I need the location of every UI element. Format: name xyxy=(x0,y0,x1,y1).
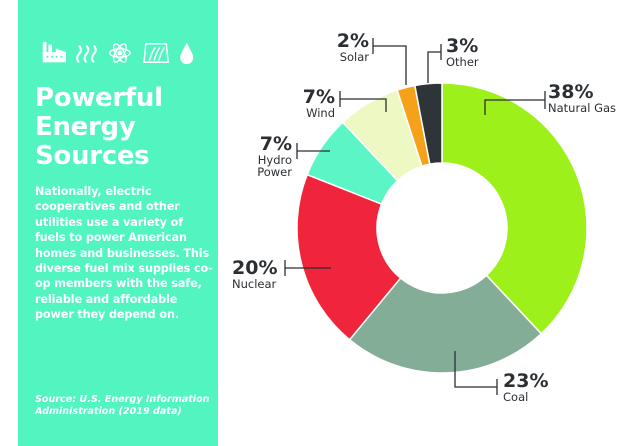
info-panel xyxy=(18,0,218,446)
name: Natural Gas xyxy=(548,101,617,115)
label-other: 3% Other xyxy=(446,35,479,69)
title-line: Powerful xyxy=(35,83,163,113)
slice-nuclear xyxy=(296,173,402,341)
factory-icon xyxy=(42,41,66,63)
slice-other xyxy=(413,82,443,166)
label-coal: 23% Coal xyxy=(503,370,549,404)
label-natural-gas: 38% Natural Gas xyxy=(548,81,617,115)
dam-icon xyxy=(143,42,169,64)
water-drop-icon xyxy=(180,42,194,65)
label-solar: 2% Solar xyxy=(325,30,369,64)
name: Solar xyxy=(339,50,369,64)
leader-solar xyxy=(373,45,407,85)
title-line: Sources xyxy=(35,141,150,171)
pct: 7% xyxy=(302,86,335,108)
atom-icon xyxy=(108,43,131,63)
pct: 3% xyxy=(446,35,479,57)
label-wind: 7% Wind xyxy=(290,86,335,120)
heat-waves-icon xyxy=(76,44,97,64)
pct: 38% xyxy=(548,81,594,103)
leader-other xyxy=(427,51,441,83)
source-note: Source: U.S. Energy Information Administ… xyxy=(35,394,210,417)
pct: 7% xyxy=(259,133,292,155)
page-title: Powerful Energy Sources xyxy=(35,84,163,171)
description-text: Nationally, electric cooperatives and ot… xyxy=(35,185,213,322)
name: Other xyxy=(446,55,479,69)
leader-wind xyxy=(340,98,387,112)
leader-lines xyxy=(284,38,546,395)
energy-icons xyxy=(42,41,194,65)
name: Coal xyxy=(503,390,529,404)
label-hydro-power: 7% Hydro Power xyxy=(236,133,292,179)
label-nuclear: 20% Nuclear xyxy=(232,257,278,291)
pct: 23% xyxy=(503,370,549,392)
pct: 20% xyxy=(232,257,278,279)
title-line: Energy xyxy=(35,112,136,142)
slice-coal xyxy=(348,274,543,374)
name: Wind xyxy=(306,106,335,120)
leader-natural-gas xyxy=(484,99,545,115)
name: Hydro Power xyxy=(257,153,292,179)
slice-natural-gas xyxy=(441,82,588,335)
leader-coal xyxy=(454,351,497,388)
name: Nuclear xyxy=(232,277,277,291)
pct: 2% xyxy=(336,30,369,52)
